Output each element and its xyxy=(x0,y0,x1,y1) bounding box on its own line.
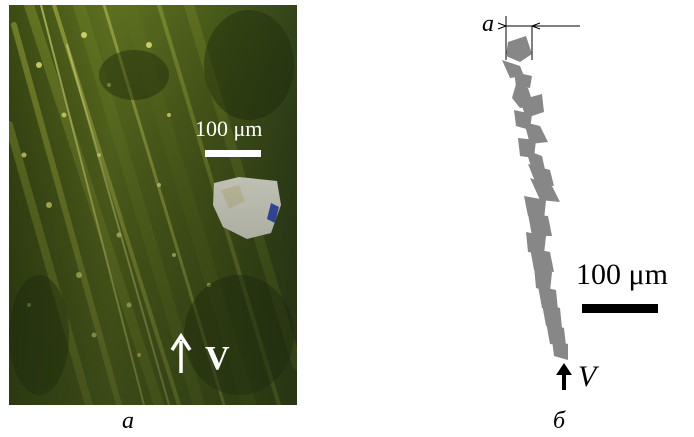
width-dimension-marker xyxy=(497,16,580,60)
schematic-panel: a 100 μm V xyxy=(470,10,694,400)
width-label: a xyxy=(482,11,494,37)
velocity-arrow-icon xyxy=(170,332,192,373)
panel-caption-b: б xyxy=(553,408,566,434)
scale-bar xyxy=(582,304,658,313)
micrograph-panel: 100 μm V xyxy=(9,5,297,405)
scale-bar-label: 100 μm xyxy=(195,116,263,141)
velocity-arrow-icon xyxy=(556,363,572,390)
wear-track xyxy=(502,36,568,360)
scale-bar-label: 100 μm xyxy=(576,258,668,291)
wear-track-drawing xyxy=(497,16,580,390)
panel-caption-a: a xyxy=(122,408,134,434)
scale-bar xyxy=(205,150,261,157)
velocity-label: V xyxy=(578,360,597,393)
micrograph-image xyxy=(9,5,297,405)
velocity-label: V xyxy=(205,340,230,377)
